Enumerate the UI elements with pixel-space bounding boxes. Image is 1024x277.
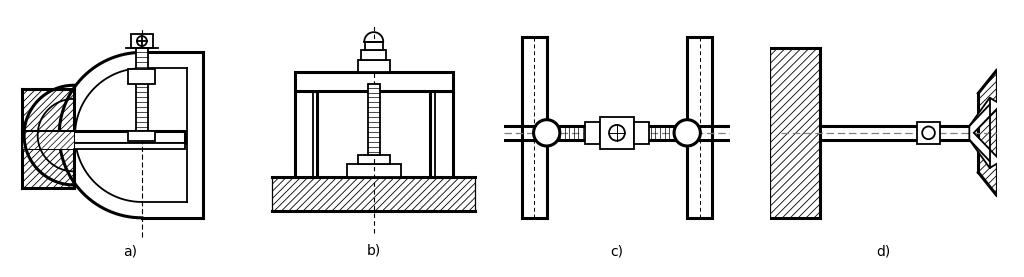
Polygon shape (22, 130, 74, 149)
Polygon shape (586, 122, 600, 144)
Polygon shape (358, 60, 389, 72)
Polygon shape (368, 84, 380, 155)
Text: d): d) (877, 245, 890, 259)
Polygon shape (22, 89, 74, 188)
Polygon shape (522, 37, 547, 218)
Polygon shape (358, 155, 389, 165)
Polygon shape (128, 130, 156, 141)
Polygon shape (687, 37, 712, 218)
Polygon shape (22, 143, 185, 149)
Polygon shape (978, 71, 996, 195)
Polygon shape (347, 165, 400, 177)
Polygon shape (365, 42, 383, 50)
Text: b): b) (367, 244, 381, 258)
Polygon shape (970, 98, 1001, 168)
Polygon shape (600, 117, 634, 149)
Text: c): c) (610, 245, 624, 259)
Polygon shape (128, 69, 156, 84)
Polygon shape (136, 48, 147, 130)
Text: a): a) (124, 245, 137, 259)
Polygon shape (918, 122, 940, 144)
Polygon shape (295, 91, 317, 177)
Polygon shape (634, 122, 648, 144)
Polygon shape (361, 50, 386, 60)
Circle shape (674, 120, 700, 146)
Polygon shape (272, 177, 475, 211)
Polygon shape (131, 34, 154, 48)
Polygon shape (22, 130, 185, 143)
Polygon shape (430, 91, 453, 177)
Polygon shape (295, 72, 453, 91)
Circle shape (534, 120, 560, 146)
Polygon shape (770, 48, 820, 218)
